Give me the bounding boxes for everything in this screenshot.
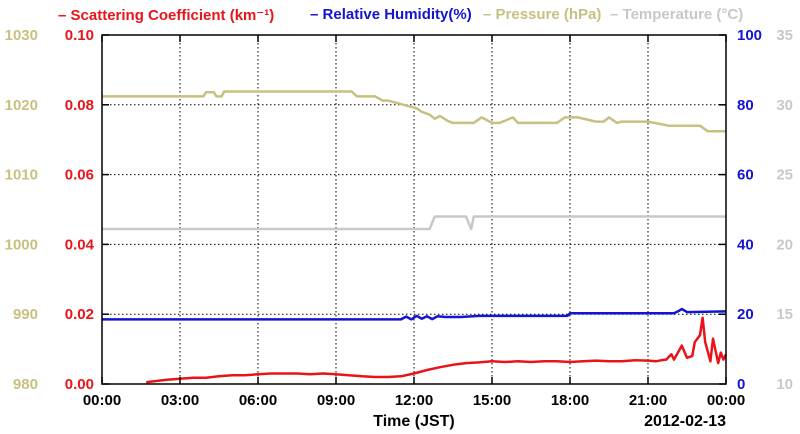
scattering-tick-label: 0.00	[65, 376, 94, 393]
x-tick-label: 21:00	[629, 392, 667, 409]
scattering-tick-label: 0.02	[65, 306, 94, 323]
x-tick-label: 00:00	[83, 392, 121, 409]
series-line-temperature	[102, 215, 726, 231]
scattering-tick-label: 0.10	[65, 27, 94, 44]
humidity-tick-label: 100	[737, 27, 762, 44]
pressure-tick-label: 990	[13, 306, 38, 323]
chart-legend: – Scattering Coefficient (km⁻¹) – Relati…	[0, 2, 800, 28]
temperature-tick-label: 15	[776, 306, 793, 323]
x-tick-label: 18:00	[551, 392, 589, 409]
axis-ticks: 00:00 03:00 06:00 09:00 12:00 15:00 18:00 21:00…	[5, 27, 793, 409]
legend-item-pressure: – Pressure (hPa)	[483, 6, 601, 23]
legend-item-temperature: – Temperature (°C)	[610, 6, 743, 23]
legend-item-scattering: – Scattering Coefficient (km⁻¹)	[58, 6, 274, 24]
date-label: 2012-02-13	[644, 413, 726, 430]
series-line-scattering	[146, 316, 728, 384]
scattering-tick-label: 0.04	[65, 236, 95, 253]
x-tick-label: 12:00	[395, 392, 433, 409]
x-tick-label: 06:00	[239, 392, 277, 409]
temperature-tick-label: 20	[776, 236, 793, 253]
series-lines	[102, 90, 728, 384]
pressure-tick-label: 1010	[5, 167, 38, 184]
legend-label-pressure: Pressure (hPa)	[495, 6, 602, 23]
humidity-tick-label: 40	[737, 236, 754, 253]
x-tick-label: 00:00	[707, 392, 745, 409]
x-tick-label: 09:00	[317, 392, 355, 409]
temperature-tick-label: 25	[776, 167, 793, 184]
temperature-tick-label: 30	[776, 97, 793, 114]
humidity-tick-label: 60	[737, 167, 754, 184]
humidity-tick-label: 80	[737, 97, 754, 114]
scattering-tick-label: 0.08	[65, 97, 94, 114]
humidity-tick-label: 0	[737, 376, 745, 393]
x-tick-label: 15:00	[473, 392, 511, 409]
x-tick-label: 03:00	[161, 392, 199, 409]
humidity-tick-label: 20	[737, 306, 754, 323]
legend-label-humidity: Relative Humidity(%)	[322, 6, 472, 23]
series-line-pressure	[102, 90, 726, 133]
series-line-humidity	[102, 307, 727, 321]
pressure-tick-label: 1020	[5, 97, 38, 114]
temperature-tick-label: 35	[776, 27, 793, 44]
pressure-tick-label: 1030	[5, 27, 38, 44]
legend-item-humidity: – Relative Humidity(%)	[310, 6, 472, 23]
legend-dash-scattering: –	[58, 7, 67, 24]
scattering-tick-label: 0.06	[65, 167, 94, 184]
pressure-tick-label: 980	[13, 376, 38, 393]
legend-label-scattering: Scattering Coefficient (km⁻¹)	[70, 7, 275, 24]
temperature-tick-label: 10	[776, 376, 793, 393]
legend-label-temperature: Temperature (°C)	[622, 6, 744, 23]
grid-lines	[102, 35, 726, 384]
legend-dash-humidity: –	[310, 6, 319, 23]
legend-dash-pressure: –	[483, 6, 492, 23]
x-axis-label: Time (JST)	[373, 413, 455, 430]
legend-dash-temperature: –	[610, 6, 619, 23]
pressure-tick-label: 1000	[5, 236, 38, 253]
